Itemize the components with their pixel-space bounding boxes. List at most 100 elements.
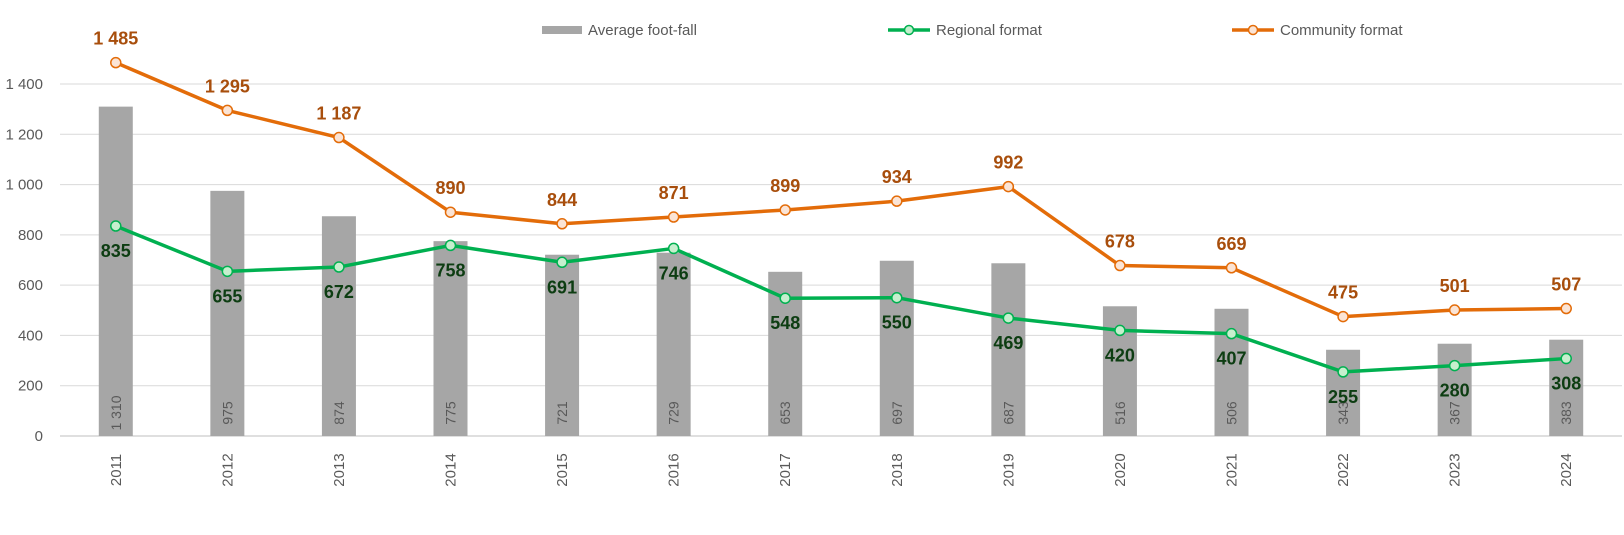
data-label-regional-format: 691 (547, 277, 577, 297)
y-tick-label: 800 (18, 227, 43, 244)
point-community-format (891, 195, 903, 207)
data-label-regional-format: 548 (770, 313, 800, 333)
point-community-format (110, 56, 122, 69)
x-tick-label: 2012 (219, 453, 236, 486)
data-label-community-format: 844 (547, 190, 577, 210)
x-tick-label: 2014 (443, 453, 460, 486)
data-label-regional-format: 280 (1440, 381, 1470, 401)
x-tick-label: 2017 (777, 453, 794, 486)
y-tick-label: 400 (18, 327, 43, 344)
point-regional-format (1002, 312, 1015, 324)
bar-data-label: 516 (1112, 401, 1128, 425)
data-label-community-format: 507 (1551, 275, 1581, 295)
bar-data-label: 697 (889, 401, 905, 425)
point-community-format (333, 131, 345, 144)
point-regional-format (1225, 327, 1238, 340)
legend-label-regional-format: Regional format (936, 21, 1042, 39)
bar-data-label: 653 (777, 401, 793, 425)
point-regional-format (221, 265, 234, 278)
bar-average-foot-fall (879, 260, 914, 436)
data-label-community-format: 1 187 (316, 104, 361, 124)
point-community-format (221, 104, 234, 117)
data-label-community-format: 669 (1216, 234, 1246, 254)
bar-average-foot-fall (656, 252, 691, 436)
point-community-format (1337, 310, 1349, 323)
point-regional-format (333, 261, 345, 273)
x-tick-label: 2020 (1112, 453, 1129, 486)
bar-data-label: 729 (666, 401, 682, 425)
x-tick-label: 2016 (666, 453, 683, 486)
point-regional-format (1337, 366, 1349, 378)
legend-label-average-foot-fall: Average foot-fall (588, 21, 697, 39)
legend-swatch-community-line (1232, 24, 1274, 36)
data-label-community-format: 1 295 (205, 76, 250, 96)
bar-average-foot-fall (98, 106, 133, 436)
point-regional-format (779, 292, 791, 304)
legend-item-average-foot-fall: Average foot-fall (542, 20, 697, 40)
point-community-format (779, 204, 791, 216)
bar-average-foot-fall (1326, 349, 1361, 436)
y-tick-label: 1 000 (5, 177, 43, 194)
bar-data-label: 721 (554, 401, 570, 425)
bar-data-label: 775 (443, 401, 459, 425)
point-regional-format (667, 242, 680, 255)
data-label-regional-format: 255 (1328, 387, 1358, 407)
point-regional-format (444, 239, 457, 252)
data-label-regional-format: 758 (435, 260, 465, 280)
point-community-format (1002, 180, 1015, 193)
legend-swatch-bar (542, 26, 582, 34)
data-label-regional-format: 420 (1105, 345, 1135, 365)
legend-label-community-format: Community format (1280, 21, 1403, 39)
x-tick-label: 2018 (889, 453, 906, 486)
point-community-format (667, 211, 680, 223)
y-tick-label: 0 (35, 428, 43, 445)
x-tick-label: 2015 (554, 453, 571, 486)
bar-data-label: 687 (1000, 401, 1016, 425)
data-label-community-format: 890 (435, 178, 465, 198)
bar-average-foot-fall (1437, 343, 1472, 436)
data-label-community-format: 501 (1440, 276, 1470, 296)
y-tick-label: 1 400 (5, 76, 43, 93)
series-line-community-format (115, 61, 1567, 319)
point-regional-format (1560, 352, 1572, 365)
data-label-community-format: 871 (659, 183, 689, 203)
x-tick-label: 2023 (1447, 453, 1464, 486)
x-tick-label: 2021 (1224, 453, 1241, 486)
data-label-community-format: 678 (1105, 232, 1135, 252)
bar-data-label: 383 (1558, 401, 1574, 425)
data-label-regional-format: 835 (101, 241, 131, 261)
x-tick-label: 2013 (331, 453, 348, 486)
y-tick-label: 200 (18, 378, 43, 395)
bar-average-foot-fall (433, 241, 468, 436)
data-label-regional-format: 655 (212, 286, 242, 306)
point-regional-format (1448, 359, 1461, 372)
bar-data-label: 874 (331, 401, 347, 425)
point-community-format (1225, 262, 1238, 274)
point-community-format (1114, 259, 1126, 272)
bar-data-label: 343 (1335, 401, 1351, 425)
data-label-community-format: 899 (770, 176, 800, 196)
point-regional-format (1114, 324, 1126, 337)
bar-average-foot-fall (991, 263, 1026, 436)
bar-data-label: 367 (1447, 401, 1463, 425)
point-community-format (1448, 304, 1461, 316)
point-regional-format (891, 291, 903, 304)
bar-data-label: 1 310 (108, 395, 124, 430)
data-label-regional-format: 407 (1216, 349, 1246, 369)
x-tick-label: 2019 (1000, 453, 1017, 486)
bar-data-label: 975 (219, 401, 235, 425)
data-label-community-format: 934 (882, 167, 912, 187)
bar-data-label: 506 (1224, 401, 1240, 425)
data-label-regional-format: 469 (993, 333, 1023, 353)
x-tick-label: 2011 (108, 454, 125, 486)
data-label-regional-format: 746 (659, 263, 689, 283)
point-community-format (556, 218, 568, 230)
x-tick-label: 2024 (1558, 453, 1575, 486)
bar-average-foot-fall (545, 254, 580, 436)
legend-swatch-regional-line (888, 24, 930, 36)
data-label-community-format: 1 485 (93, 29, 138, 49)
point-community-format (1560, 302, 1572, 315)
legend-item-community-format: Community format (1232, 20, 1403, 40)
point-regional-format (556, 256, 568, 269)
